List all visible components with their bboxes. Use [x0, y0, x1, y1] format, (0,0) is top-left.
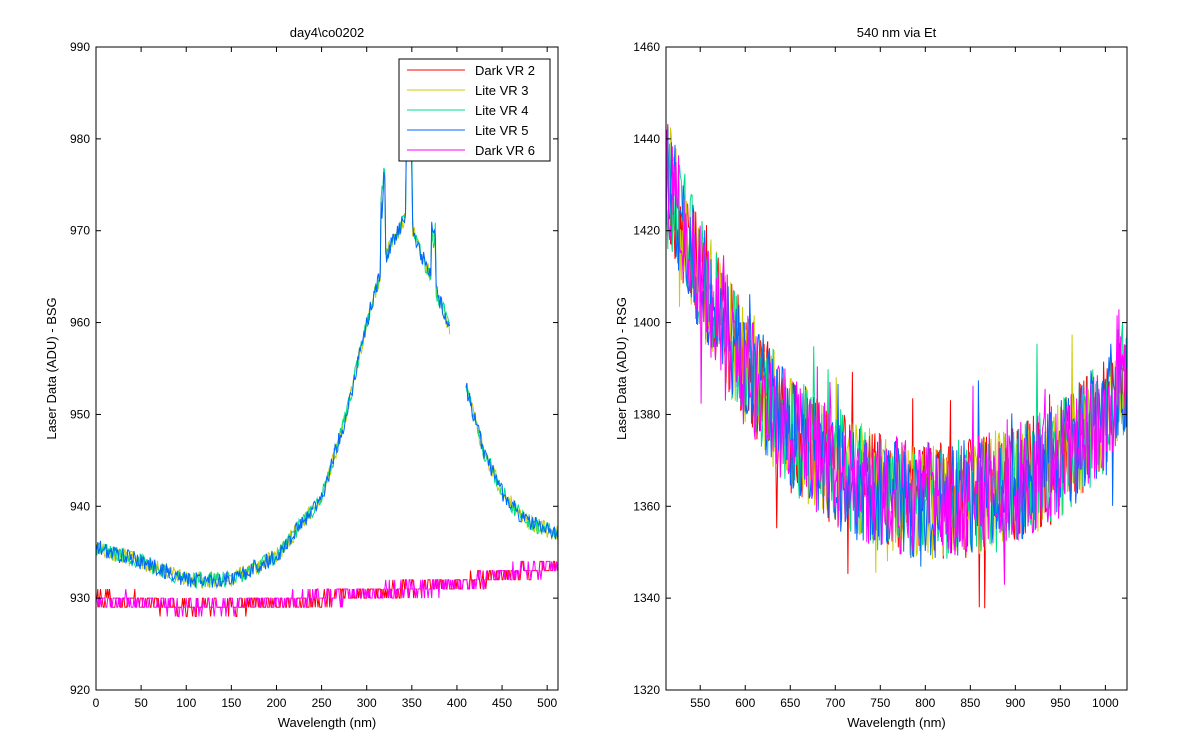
y-axis-label: Laser Data (ADU) - BSG: [44, 297, 59, 439]
legend-label: Dark VR 6: [475, 143, 535, 158]
x-tick-label: 150: [221, 696, 241, 710]
axes-frame: [665, 46, 1128, 691]
y-tick-label: 1460: [633, 40, 660, 54]
y-tick-label: 1380: [633, 407, 660, 421]
x-tick-label: 500: [537, 696, 557, 710]
x-tick-label: 1000: [1092, 696, 1119, 710]
x-tick-label: 350: [402, 696, 422, 710]
x-tick-label: 850: [960, 696, 980, 710]
x-tick-label: 650: [780, 696, 800, 710]
x-tick-label: 550: [690, 696, 710, 710]
legend-label: Lite VR 4: [475, 103, 528, 118]
y-tick-label: 960: [70, 316, 90, 330]
legend-label: Dark VR 2: [475, 63, 535, 78]
chart-2: 550 600 650 700 750 800 850 900 950 1000 1320 1340 1…: [614, 25, 1128, 730]
series-line-4-part-2: [465, 383, 559, 541]
x-tick-label: 750: [870, 696, 890, 710]
plot-area: [666, 47, 1127, 690]
y-tick-label: 1360: [633, 499, 660, 513]
x-axis-label: Wavelength (nm): [847, 715, 946, 730]
series-line-4-part-1: [95, 127, 451, 589]
y-tick-label: 990: [70, 40, 90, 54]
legend-label: Lite VR 3: [475, 83, 528, 98]
legend-label: Lite VR 5: [475, 123, 528, 138]
chart-title: 540 nm via Et: [857, 25, 937, 40]
y-tick-label: 1320: [633, 683, 660, 697]
legend: Dark VR 2 Lite VR 3 Lite VR 4 Lite VR 5 Dark…: [398, 58, 551, 162]
x-tick-label: 700: [825, 696, 845, 710]
x-tick-label: 600: [735, 696, 755, 710]
x-tick-label: 450: [492, 696, 512, 710]
x-axis-label: Wavelength (nm): [278, 715, 377, 730]
x-tick-label: 300: [357, 696, 377, 710]
chart-title: day4\co0202: [290, 25, 364, 40]
x-tick-label: 100: [176, 696, 196, 710]
y-tick-label: 970: [70, 224, 90, 238]
y-tick-label: 1440: [633, 132, 660, 146]
y-tick-label: 1340: [633, 591, 660, 605]
y-tick-label: 950: [70, 407, 90, 421]
x-tick-label: 900: [1005, 696, 1025, 710]
x-tick-label: 200: [266, 696, 286, 710]
y-tick-label: 1420: [633, 224, 660, 238]
y-tick-label: 930: [70, 591, 90, 605]
y-axis-label: Laser Data (ADU) - RSG: [614, 297, 629, 440]
axes-frame: [95, 46, 559, 691]
x-tick-label: 800: [915, 696, 935, 710]
y-tick-label: 920: [70, 683, 90, 697]
x-tick-label: 0: [93, 696, 100, 710]
series-line-5: [665, 129, 1128, 585]
y-tick-label: 1400: [633, 316, 660, 330]
chart-1: 0 50 100 150 200 250 300 350 400 450 500 920 930 940 9…: [44, 25, 559, 730]
y-tick-label: 980: [70, 132, 90, 146]
x-tick-label: 400: [447, 696, 467, 710]
x-tick-label: 950: [1050, 696, 1070, 710]
y-tick-label: 940: [70, 499, 90, 513]
x-tick-label: 50: [134, 696, 148, 710]
x-tick-label: 250: [312, 696, 332, 710]
series-line-5: [96, 560, 559, 617]
